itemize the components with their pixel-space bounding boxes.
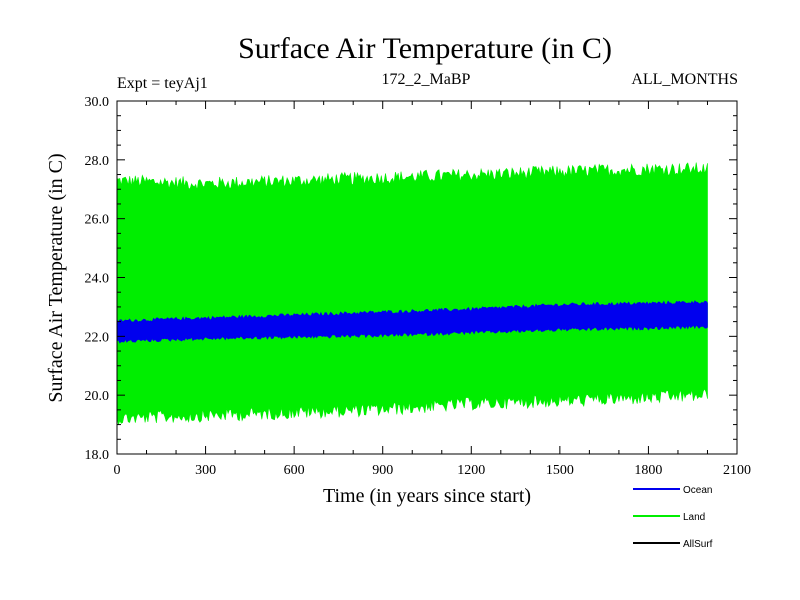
y-tick-label: 26.0 (85, 213, 110, 228)
x-tick-label: 1500 (546, 463, 574, 478)
chart-title: Surface Air Temperature (in C) (238, 32, 612, 65)
x-tick-label: 1200 (457, 463, 485, 478)
y-tick-label: 28.0 (85, 154, 110, 169)
y-tick-label: 20.0 (85, 389, 110, 404)
x-tick-label: 1800 (634, 463, 662, 478)
x-axis-label: Time (in years since start) (323, 485, 531, 507)
series-band-land (116, 162, 708, 425)
y-tick-label: 24.0 (85, 272, 110, 287)
y-tick-label: 18.0 (85, 448, 110, 463)
legend-allsurf-label: AllSurf (683, 539, 713, 550)
y-tick-label: 22.0 (85, 330, 110, 345)
legend: Ocean Land AllSurf (633, 485, 713, 550)
x-tick-label: 0 (114, 463, 121, 478)
x-tick-label: 300 (195, 463, 216, 478)
series-bands (116, 162, 708, 425)
x-tick-label: 600 (284, 463, 305, 478)
y-axis: 18.0 20.0 22.0 24.0 26.0 28.0 30.0 (85, 95, 737, 463)
legend-land-label: Land (683, 512, 705, 523)
y-tick-label: 30.0 (85, 95, 110, 110)
x-tick-label: 2100 (723, 463, 751, 478)
experiment-label: Expt = teyAj1 (117, 75, 208, 92)
months-label: ALL_MONTHS (631, 71, 738, 88)
x-axis: 0 300 600 900 1200 1500 1800 2100 (114, 101, 751, 478)
series-band-ocean (116, 300, 708, 344)
legend-ocean-label: Ocean (683, 485, 712, 496)
y-axis-label: Surface Air Temperature (in C) (45, 153, 67, 402)
x-tick-label: 900 (372, 463, 393, 478)
run-label: 172_2_MaBP (382, 71, 471, 88)
